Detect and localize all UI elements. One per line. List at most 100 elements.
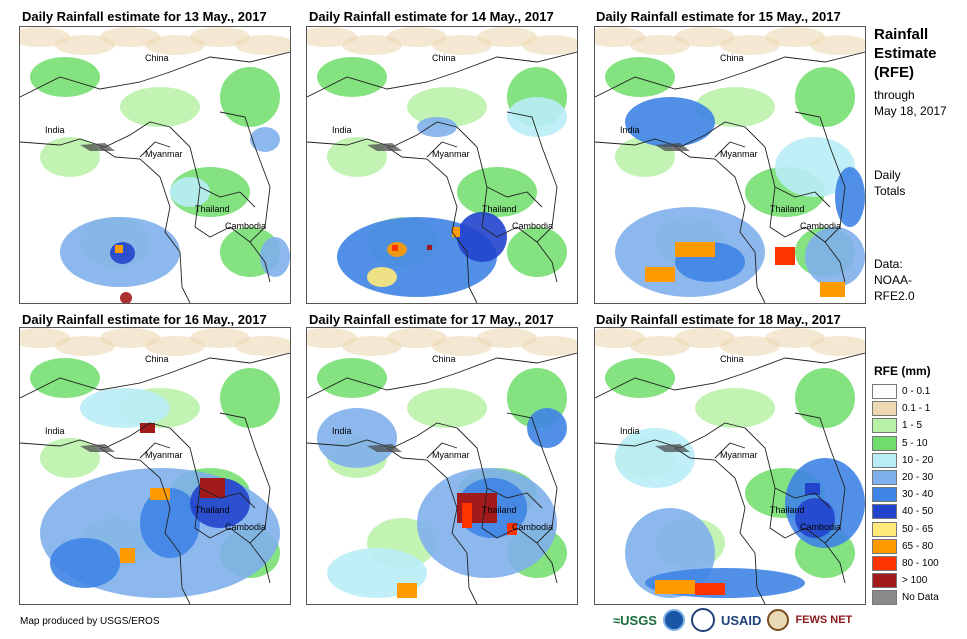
panel-title-15-may: Daily Rainfall estimate for 15 May., 201… xyxy=(596,9,841,24)
rainfall-map-18-may: China India Myanmar Thailand Cambodia xyxy=(594,327,866,605)
legend-swatch xyxy=(872,401,897,417)
usaid-seal-icon xyxy=(690,608,715,632)
legend-item: 65 - 80 xyxy=(872,538,952,555)
legend-label: 40 - 50 xyxy=(902,506,934,518)
place-label-cambodia: Cambodia xyxy=(512,522,553,532)
data-line-2: NOAA- xyxy=(874,273,913,287)
rainfall-map-14-may: China India Myanmar Thailand Cambodia xyxy=(306,26,578,304)
legend-swatch xyxy=(872,538,897,554)
legend-swatch xyxy=(872,384,897,400)
data-line-3: RFE2.0 xyxy=(874,289,915,303)
legend-item: No Data xyxy=(872,589,952,606)
place-label-china: China xyxy=(432,53,456,63)
usaid-logo: USAID xyxy=(720,612,762,628)
legend-label: 5 - 10 xyxy=(902,437,928,449)
rainfall-map-13-may: China India Myanmar Thailand Cambodia xyxy=(19,26,291,304)
rfe-legend: 0 - 0.1 0.1 - 1 1 - 5 5 - 10 10 - 20 20 - 30 3… xyxy=(872,383,952,606)
place-label-india: India xyxy=(332,125,352,135)
place-label-china: China xyxy=(720,354,744,364)
legend-label: No Data xyxy=(902,592,939,604)
legend-label: 50 - 65 xyxy=(902,523,934,535)
place-label-myanmar: Myanmar xyxy=(145,450,183,460)
place-label-thailand: Thailand xyxy=(770,505,805,515)
legend-item: 20 - 30 xyxy=(872,469,952,486)
place-label-cambodia: Cambodia xyxy=(225,221,266,231)
fewsnet-logo: FEWS NET xyxy=(795,614,853,626)
place-label-myanmar: Myanmar xyxy=(720,149,758,159)
legend-swatch xyxy=(872,470,897,486)
legend-swatch xyxy=(872,487,897,503)
legend-item: > 100 xyxy=(872,572,952,589)
panel-title-14-may: Daily Rainfall estimate for 14 May., 201… xyxy=(309,9,554,24)
legend-item: 30 - 40 xyxy=(872,486,952,503)
fewsnet-seal-icon xyxy=(767,609,790,631)
map-canvas: China India Myanmar Thailand Cambodia xyxy=(595,27,865,303)
place-label-india: India xyxy=(45,125,65,135)
legend-item: 50 - 65 xyxy=(872,521,952,538)
through-label: through xyxy=(874,88,915,102)
place-label-china: China xyxy=(145,53,169,63)
place-label-myanmar: Myanmar xyxy=(432,149,470,159)
legend-item: 0 - 0.1 xyxy=(872,383,952,400)
place-label-myanmar: Myanmar xyxy=(145,149,183,159)
place-label-thailand: Thailand xyxy=(195,505,230,515)
map-credit: Map produced by USGS/EROS xyxy=(20,616,160,627)
legend-label: 65 - 80 xyxy=(902,540,934,552)
panel-title-13-may: Daily Rainfall estimate for 13 May., 201… xyxy=(22,9,267,24)
totals-line-2: Totals xyxy=(874,184,906,198)
map-canvas: China India Myanmar Thailand Cambodia xyxy=(20,27,290,303)
map-canvas: China India Myanmar Thailand Cambodia xyxy=(20,328,290,604)
legend-label: > 100 xyxy=(902,575,928,587)
rainfall-map-17-may: China India Myanmar Thailand Cambodia xyxy=(306,327,578,605)
place-label-cambodia: Cambodia xyxy=(800,221,841,231)
panel-title-18-may: Daily Rainfall estimate for 18 May., 201… xyxy=(596,312,841,327)
place-label-china: China xyxy=(720,53,744,63)
legend-swatch xyxy=(872,435,897,451)
end-date: May 18, 2017 xyxy=(874,104,947,118)
agency-logos: ≈USGS USAID FEWS NET xyxy=(613,607,852,633)
place-label-india: India xyxy=(332,426,352,436)
legend-swatch xyxy=(872,521,897,537)
product-title: Rainfall Estimate (RFE) xyxy=(874,25,937,82)
data-line-1: Data: xyxy=(874,257,903,271)
rainfall-map-16-may: China India Myanmar Thailand Cambodia xyxy=(19,327,291,605)
place-label-china: China xyxy=(432,354,456,364)
legend-swatch xyxy=(872,504,897,520)
data-source: Data: NOAA- RFE2.0 xyxy=(874,256,915,304)
legend-item: 10 - 20 xyxy=(872,452,952,469)
place-label-myanmar: Myanmar xyxy=(432,450,470,460)
place-label-cambodia: Cambodia xyxy=(512,221,553,231)
place-label-thailand: Thailand xyxy=(770,204,805,214)
totals-line-1: Daily xyxy=(874,168,901,182)
place-label-india: India xyxy=(45,426,65,436)
place-label-india: India xyxy=(620,426,640,436)
usgs-logo: ≈USGS xyxy=(613,612,657,628)
panel-title-17-may: Daily Rainfall estimate for 17 May., 201… xyxy=(309,312,554,327)
noaa-logo-icon xyxy=(662,609,685,631)
legend-title: RFE (mm) xyxy=(874,364,931,378)
totals-note: Daily Totals xyxy=(874,167,905,199)
place-label-cambodia: Cambodia xyxy=(800,522,841,532)
place-label-thailand: Thailand xyxy=(482,505,517,515)
legend-item: 0.1 - 1 xyxy=(872,400,952,417)
legend-item: 1 - 5 xyxy=(872,417,952,434)
place-label-china: China xyxy=(145,354,169,364)
legend-label: 20 - 30 xyxy=(902,472,934,484)
legend-swatch xyxy=(872,555,897,571)
map-canvas: China India Myanmar Thailand Cambodia xyxy=(595,328,865,604)
rainfall-map-15-may: China India Myanmar Thailand Cambodia xyxy=(594,26,866,304)
legend-label: 0 - 0.1 xyxy=(902,386,931,398)
place-label-cambodia: Cambodia xyxy=(225,522,266,532)
place-label-india: India xyxy=(620,125,640,135)
map-canvas: China India Myanmar Thailand Cambodia xyxy=(307,27,577,303)
legend-item: 80 - 100 xyxy=(872,555,952,572)
title-line-2: Estimate xyxy=(874,45,937,62)
legend-label: 1 - 5 xyxy=(902,420,923,432)
legend-label: 10 - 20 xyxy=(902,454,934,466)
place-label-myanmar: Myanmar xyxy=(720,450,758,460)
title-line-1: Rainfall xyxy=(874,26,929,43)
legend-swatch xyxy=(872,452,897,468)
legend-item: 5 - 10 xyxy=(872,435,952,452)
place-label-thailand: Thailand xyxy=(482,204,517,214)
place-label-thailand: Thailand xyxy=(195,204,230,214)
